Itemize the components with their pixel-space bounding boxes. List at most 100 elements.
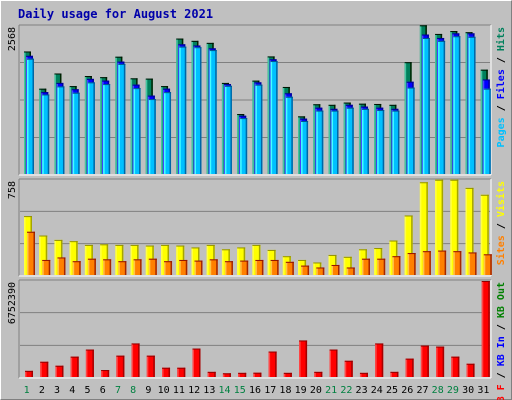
bar-sites-day-13-cap <box>209 259 218 261</box>
x-tick-label-day-21: 21 <box>325 385 337 396</box>
x-tick-label-day-30: 30 <box>462 385 474 396</box>
bar-sites-day-9-cap <box>148 258 157 260</box>
bar-kbf-day-20-body <box>314 371 323 377</box>
bar-files-day-15-highlight <box>239 115 241 174</box>
bar-sites-day-29-highlight <box>453 251 455 275</box>
bar-kbf-day-14 <box>222 373 231 377</box>
bar-pages-day-1-cap <box>27 58 34 60</box>
bar-kbf-day-6 <box>101 370 110 377</box>
bar-files-day-11-cap <box>178 44 186 46</box>
bar-files-day-27-highlight <box>421 34 424 174</box>
bar-sites-day-29-cap <box>453 251 462 253</box>
bar-pages-day-13-body <box>209 50 217 174</box>
bar-visits-day-29-shadow <box>456 179 459 275</box>
bar-visits-day-27-body <box>419 182 428 275</box>
x-tick-label-day-23: 23 <box>356 385 368 396</box>
bar-hits-day-11-highlight <box>176 38 178 175</box>
bar-pages-day-20 <box>316 110 324 174</box>
bar-sites-day-16-shadow <box>261 259 264 275</box>
bar-kbf-day-4-shadow <box>77 356 79 377</box>
bar-sites-day-27-body <box>422 251 431 275</box>
bar-sites-day-31-body <box>483 254 492 275</box>
bar-sites-day-21-shadow <box>338 264 340 275</box>
bar-sites-day-20-body <box>316 267 325 275</box>
bar-files-day-23-cap <box>360 106 368 108</box>
bar-hits-day-13-cap <box>206 42 214 44</box>
panel-3-ymax-label: 6752390 <box>7 282 18 324</box>
bar-pages-day-19-highlight <box>301 120 303 174</box>
bar-files-day-8-highlight <box>132 84 135 174</box>
bar-pages-day-9-shadow <box>154 99 156 174</box>
bar-kbf-day-17-highlight <box>268 351 271 377</box>
bar-kbf-day-16-cap <box>253 372 262 374</box>
bar-files-day-14-cap <box>223 84 231 86</box>
bar-pages-day-20-shadow <box>321 110 324 174</box>
bar-hits-day-24-cap <box>374 103 382 105</box>
bar-pages-day-14 <box>224 85 232 174</box>
bar-hits-day-16-cap <box>252 80 260 82</box>
bar-visits-day-7-body <box>115 244 124 275</box>
bar-files-day-30-cap <box>467 33 475 35</box>
bar-files-day-12-cap <box>193 45 201 47</box>
bar-kbf-day-27-cap <box>420 345 429 347</box>
bar-kbf-day-6-highlight <box>101 370 103 377</box>
bar-sites-day-24-body <box>377 258 386 275</box>
bar-visits-day-27 <box>419 182 428 275</box>
bar-sites-day-25 <box>392 256 401 275</box>
bar-sites-day-14-cap <box>224 261 233 263</box>
bar-sites-day-26-shadow <box>414 253 416 275</box>
bar-sites-day-5-shadow <box>94 258 96 275</box>
bar-kbf-day-18-body <box>283 372 292 377</box>
legend-entry: Hits <box>495 27 507 51</box>
bar-sites-day-17-cap <box>270 259 279 261</box>
bar-pages-day-8-highlight <box>133 88 136 174</box>
bar-sites-day-8-body <box>133 259 142 275</box>
bar-kbf-day-2 <box>40 361 49 377</box>
bar-kbf-day-10-highlight <box>162 367 164 377</box>
bar-sites-day-29-shadow <box>459 251 462 275</box>
bar-files-day-22-cap <box>345 104 353 106</box>
bar-hits-day-18-highlight <box>282 86 285 174</box>
bar-hits-day-8-cap <box>130 78 138 80</box>
bar-hits-day-7-highlight <box>115 56 117 175</box>
bar-pages-day-31-highlight <box>483 88 486 174</box>
bar-sites-day-4-cap <box>72 261 81 263</box>
bar-kbf-day-16-shadow <box>259 372 262 377</box>
bar-kbf-day-11-shadow <box>183 367 186 377</box>
bar-pages-day-4-shadow <box>78 92 80 174</box>
bar-kbf-day-5-body <box>85 349 94 377</box>
bar-sites-day-25-cap <box>392 256 401 258</box>
bar-pages-day-6 <box>103 84 111 174</box>
bar-visits-day-3-highlight <box>54 239 56 275</box>
bar-sites-day-17-highlight <box>270 259 273 275</box>
bar-pages-day-24 <box>377 110 385 174</box>
bar-visits-day-7 <box>115 244 124 275</box>
bar-pages-day-25-highlight <box>392 110 394 174</box>
bar-visits-day-28-body <box>435 179 444 275</box>
bar-pages-day-28 <box>438 40 446 175</box>
bar-files-day-14-highlight <box>223 84 226 174</box>
x-tick-label-day-4: 4 <box>69 385 75 396</box>
bar-pages-day-3-shadow <box>62 86 65 174</box>
bar-kbf-day-10-body <box>162 367 171 377</box>
bar-files-day-18-cap <box>284 93 292 95</box>
bar-pages-day-20-highlight <box>316 110 318 174</box>
bar-visits-day-15-cap <box>237 247 246 249</box>
bar-pages-day-14-shadow <box>230 85 232 174</box>
bar-pages-day-29-highlight <box>453 36 455 174</box>
bar-hits-day-4-cap <box>69 86 77 88</box>
x-tick-label-day-17: 17 <box>264 385 276 396</box>
bar-sites-day-12 <box>194 260 203 275</box>
bar-kbf-day-30 <box>466 363 475 377</box>
bar-kbf-day-14-body <box>222 373 231 377</box>
bar-kbf-day-24-shadow <box>381 343 384 377</box>
bar-kbf-day-19-body <box>299 340 308 377</box>
bar-sites-day-20-cap <box>316 267 325 269</box>
x-tick-label-day-26: 26 <box>401 385 413 396</box>
x-tick-label-day-9: 9 <box>145 385 151 396</box>
bar-kbf-day-1 <box>25 370 33 377</box>
bar-sites-day-24-shadow <box>383 258 386 275</box>
bar-sites-day-24-highlight <box>377 258 379 275</box>
bar-visits-day-6-cap <box>100 244 109 246</box>
bar-hits-day-20-highlight <box>313 104 315 174</box>
